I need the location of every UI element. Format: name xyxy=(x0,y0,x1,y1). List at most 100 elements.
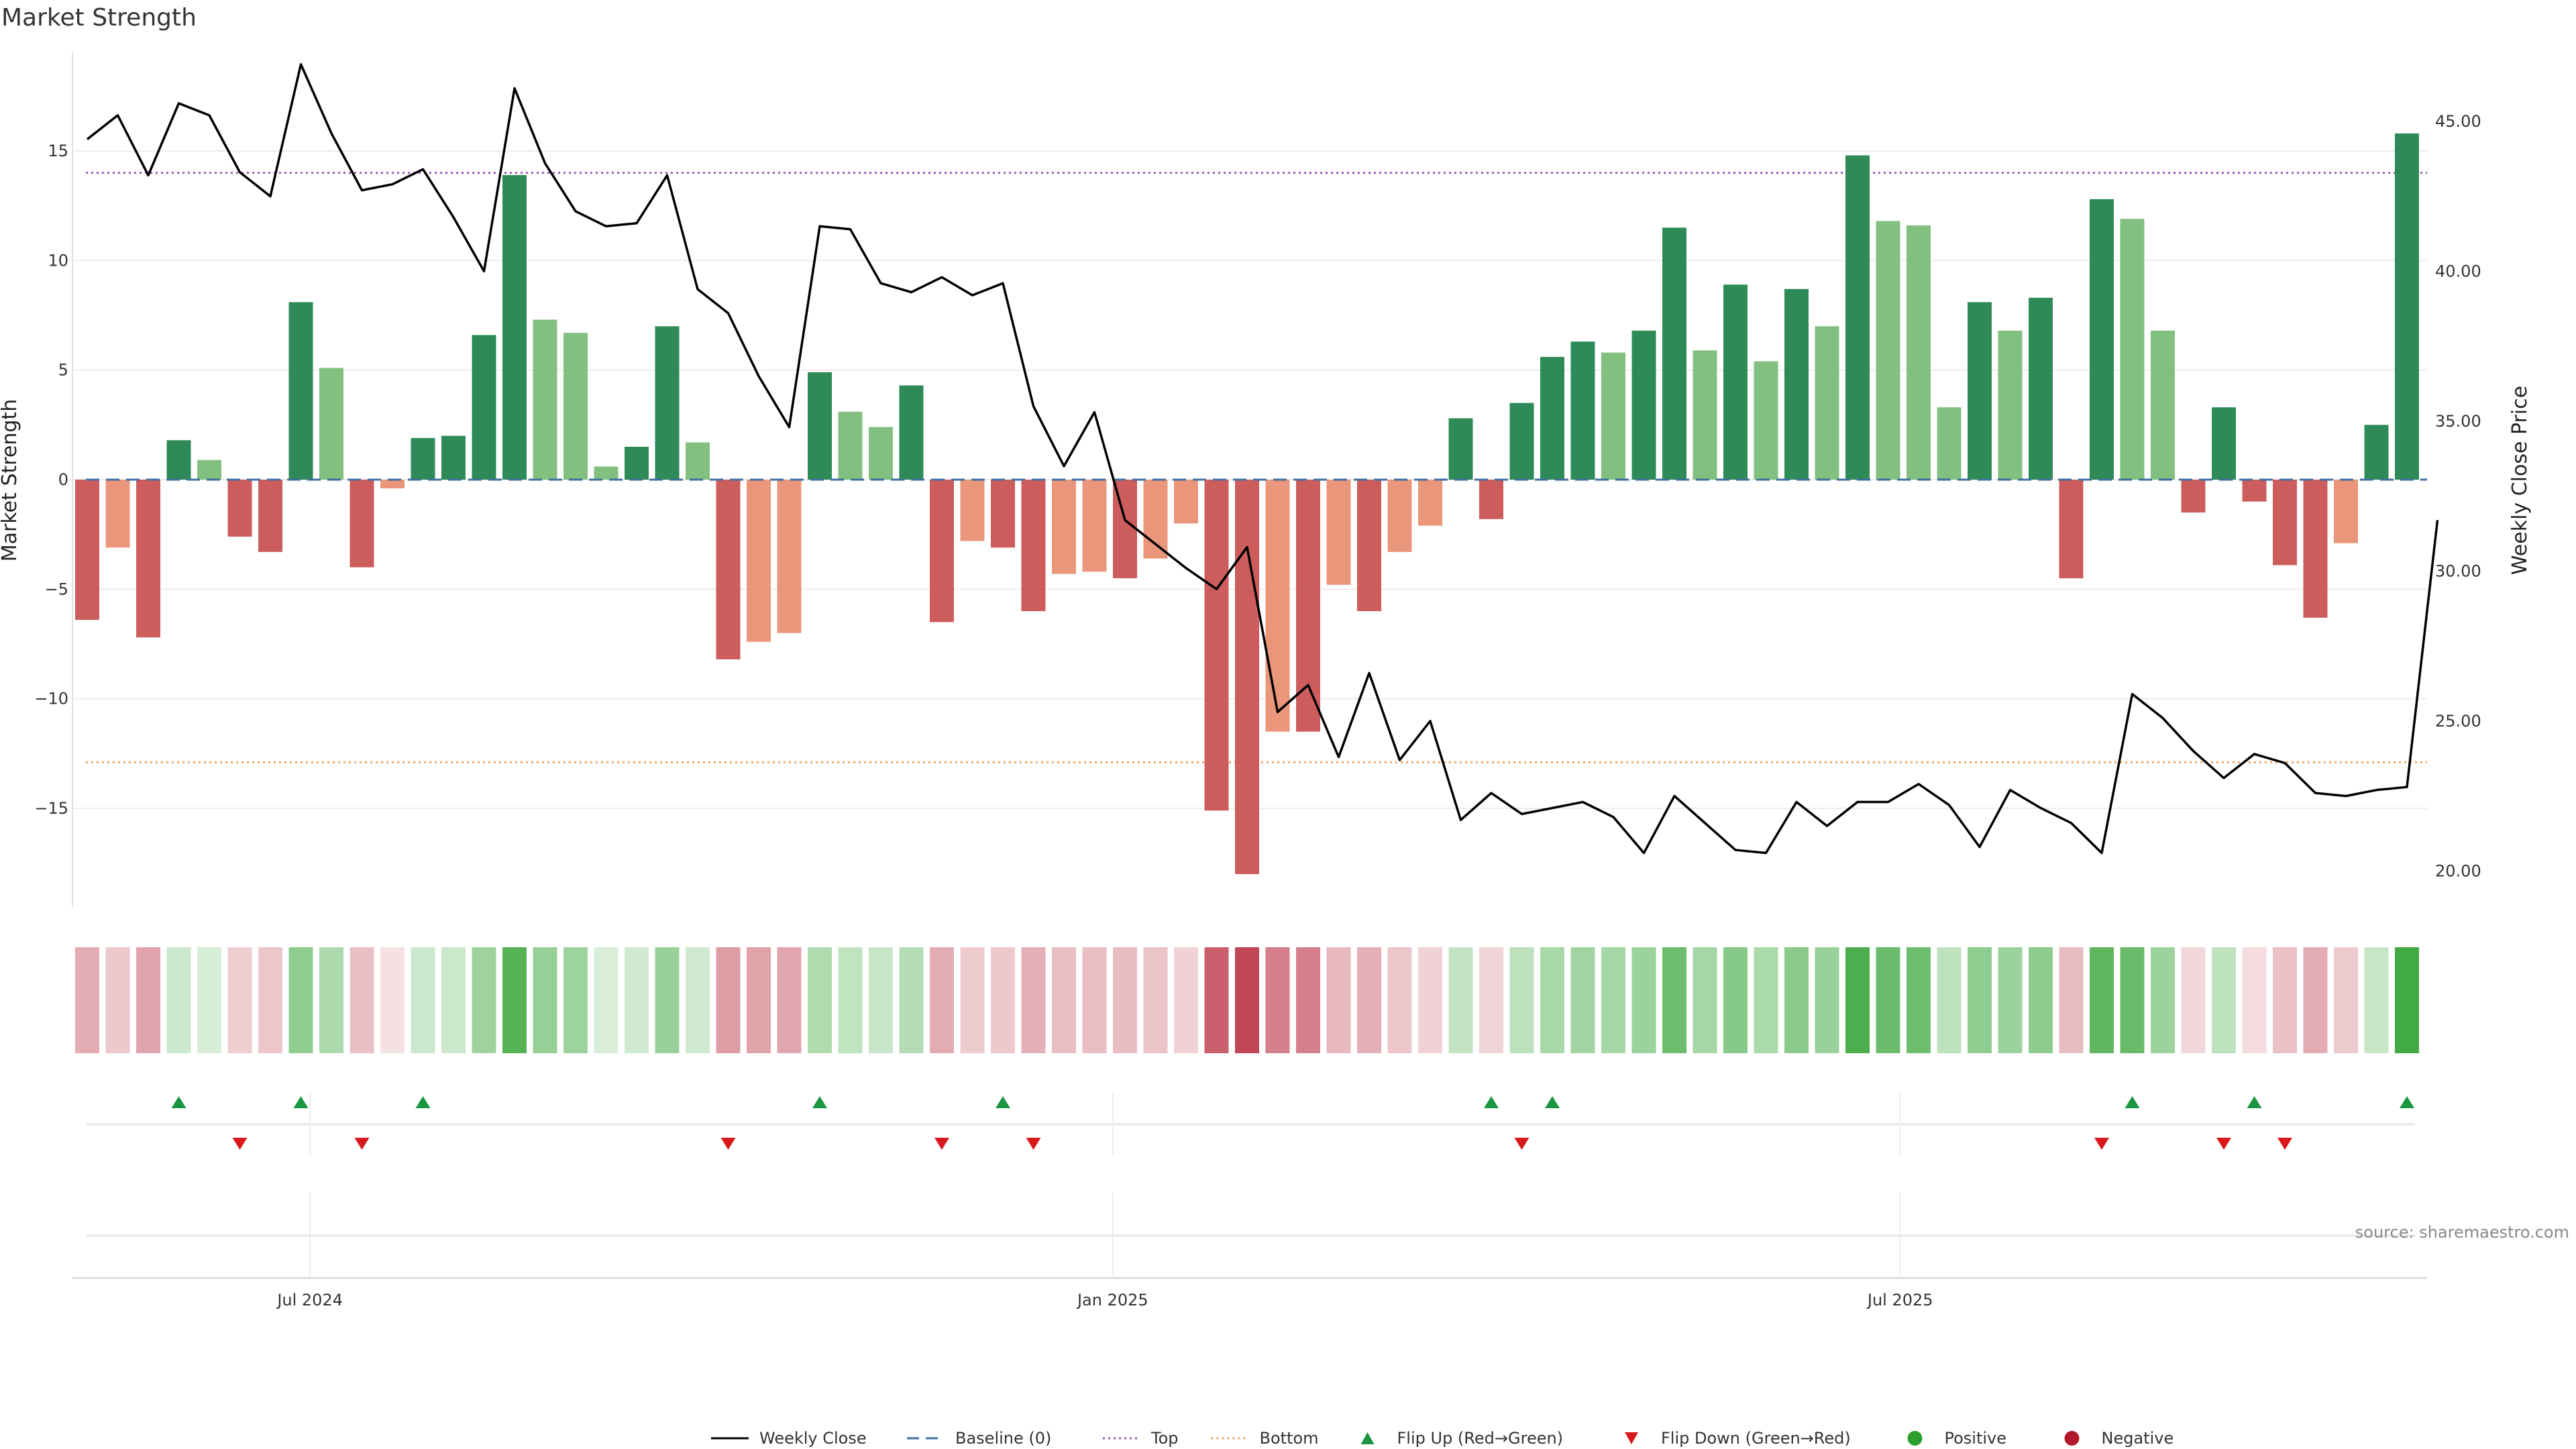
strength-bar xyxy=(1296,480,1320,732)
heat-cell xyxy=(1174,947,1198,1053)
flip-up-marker xyxy=(2247,1096,2262,1108)
weekly-close-line xyxy=(86,63,2439,855)
strength-bar xyxy=(2181,480,2206,513)
heat-cell xyxy=(960,947,985,1053)
heat-cell xyxy=(472,947,496,1053)
flip-down-marker xyxy=(2277,1138,2292,1150)
strength-bar xyxy=(960,480,985,541)
strength-bar xyxy=(2273,480,2297,566)
strength-bar xyxy=(716,480,741,659)
strength-bar xyxy=(350,480,374,568)
strength-bar xyxy=(1113,480,1137,578)
flip-down-marker xyxy=(2094,1138,2109,1150)
strength-bar xyxy=(777,480,802,633)
flip-down-marker xyxy=(2216,1138,2231,1150)
legend-item: Positive xyxy=(1907,1429,2006,1448)
flip-up-marker xyxy=(1545,1096,1560,1108)
legend-label: Top xyxy=(1150,1429,1179,1448)
heat-cell xyxy=(1754,947,1778,1053)
heat-cell xyxy=(350,947,374,1053)
heat-cell xyxy=(564,947,588,1053)
strength-bar xyxy=(1570,341,1595,480)
heat-cell xyxy=(380,947,405,1053)
flip-up-marker xyxy=(996,1096,1010,1108)
legend-item: Negative xyxy=(2064,1429,2174,1448)
legend-label: Negative xyxy=(2102,1429,2174,1448)
weekly-close-layer xyxy=(86,63,2439,855)
heat-cell xyxy=(75,947,99,1053)
strength-bar xyxy=(930,480,954,623)
strength-bar xyxy=(1204,480,1229,811)
y-tick-label: 5 xyxy=(58,361,68,380)
strength-bar xyxy=(2029,297,2053,480)
strength-bars xyxy=(75,133,2419,874)
strength-bar xyxy=(502,174,527,480)
heat-cell xyxy=(838,947,863,1053)
heat-cell xyxy=(166,947,191,1053)
y2-tick-label: 25.00 xyxy=(2435,712,2481,731)
strength-bar xyxy=(1662,227,1686,480)
heat-cell xyxy=(1387,947,1412,1053)
y2-tick-label: 35.00 xyxy=(2435,412,2481,431)
flip-down-marker xyxy=(1026,1138,1041,1150)
flip-up-marker xyxy=(1484,1096,1499,1108)
source-note: source: sharemaestro.com xyxy=(2355,1223,2569,1242)
strength-bar xyxy=(1601,352,1625,480)
strength-bar xyxy=(2120,219,2145,480)
strength-heat-strip xyxy=(75,947,2419,1053)
strength-bar xyxy=(533,319,557,480)
heat-cell xyxy=(1265,947,1290,1053)
heat-cell xyxy=(2120,947,2145,1053)
strength-bar xyxy=(472,335,496,480)
heat-cell xyxy=(625,947,649,1053)
heat-cell xyxy=(1876,947,1900,1053)
heat-cell xyxy=(869,947,893,1053)
heat-cell xyxy=(2364,947,2389,1053)
legend-swatch xyxy=(1625,1432,1638,1444)
strength-bar xyxy=(1174,480,1198,524)
strength-bar xyxy=(686,442,710,480)
x-tick-labels: Jul 2024 Jan 2025 Jul 2025 xyxy=(276,1291,1933,1309)
heat-cell xyxy=(2395,947,2419,1053)
strength-bar xyxy=(2212,407,2236,480)
heat-cell xyxy=(777,947,802,1053)
strength-bar xyxy=(747,480,771,642)
strength-bar xyxy=(1693,350,1717,480)
strength-bar xyxy=(319,368,343,480)
heat-cell xyxy=(227,947,252,1053)
heat-cell xyxy=(1357,947,1381,1053)
y-tick-label: 0 xyxy=(58,470,68,489)
heat-cell xyxy=(1937,947,1962,1053)
legend-label: Bottom xyxy=(1260,1429,1319,1448)
heat-cell xyxy=(1540,947,1564,1053)
flip-up-marker xyxy=(293,1096,309,1108)
heat-cell xyxy=(930,947,954,1053)
strength-bar xyxy=(380,480,405,489)
strength-bar xyxy=(1631,330,1656,480)
strength-bar xyxy=(2242,480,2267,502)
heat-cell xyxy=(1448,947,1473,1053)
flip-up-marker xyxy=(415,1096,431,1108)
legend: Weekly Close Baseline (0) Top Bottom Flip Up… xyxy=(711,1429,2174,1448)
flip-down-marker xyxy=(720,1138,736,1150)
legend-swatch xyxy=(2064,1431,2080,1446)
flip-up-marker xyxy=(2400,1096,2414,1108)
heat-cell xyxy=(258,947,282,1053)
y2-tick-label: 20.00 xyxy=(2435,861,2481,880)
strength-bar xyxy=(227,480,252,537)
heat-cell xyxy=(899,947,924,1053)
y2-axis-title: Weekly Close Price xyxy=(2508,386,2532,575)
heat-cell xyxy=(197,947,221,1053)
chart-title: Market Strength xyxy=(1,4,197,32)
heat-cell xyxy=(2273,947,2297,1053)
legend-item: Flip Up (Red→Green) xyxy=(1360,1429,1563,1448)
heat-cell xyxy=(716,947,741,1053)
legend-label: Baseline (0) xyxy=(955,1429,1051,1448)
strength-bar xyxy=(258,480,282,552)
heat-cell xyxy=(1815,947,1839,1053)
strength-bar xyxy=(869,427,893,480)
legend-item: Flip Down (Green→Red) xyxy=(1625,1429,1851,1448)
legend-label: Flip Down (Green→Red) xyxy=(1661,1429,1851,1448)
strength-bar xyxy=(1082,480,1107,572)
